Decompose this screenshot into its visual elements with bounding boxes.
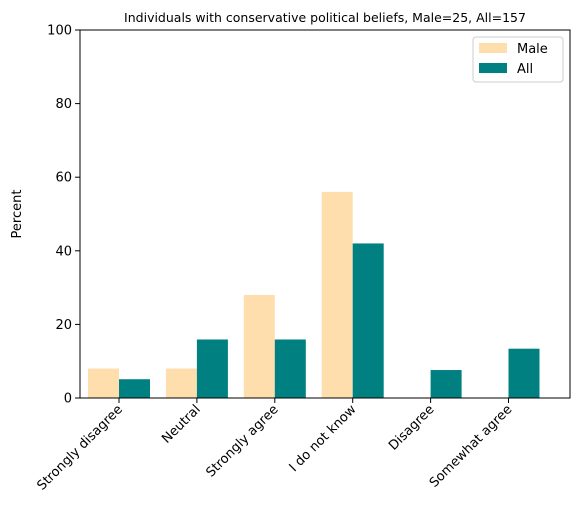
bar-all-3 [352,243,384,398]
x-tick-label: I do not know [287,402,360,475]
x-tick-label: Somewhat agree [427,402,516,491]
bar-all-2 [274,339,306,398]
bar-all-4 [430,370,462,398]
y-tick-label: 60 [55,171,72,186]
bar-male-2 [243,294,275,398]
y-tick-label: 20 [55,318,72,333]
bar-male-3 [321,191,353,398]
bar-all-5 [508,348,540,398]
legend-swatch-all [479,63,507,73]
y-tick-label: 80 [55,97,72,112]
bar-all-0 [119,379,150,398]
legend-label-all: All [517,62,533,77]
chart-title: Individuals with conservative political … [124,10,526,25]
legend-label-male: Male [517,42,548,57]
x-tick-label: Strongly disagree [34,402,125,493]
y-tick-label: 40 [55,244,72,259]
y-tick-label: 0 [64,392,72,407]
bars-group [88,191,540,398]
x-tick-label: Strongly agree [203,402,281,480]
bar-male-0 [88,368,119,398]
y-tick-label: 100 [47,24,72,39]
y-axis: 0 20 40 60 80 100 [47,24,80,407]
plot-frame [79,29,571,399]
y-axis-label: Percent [10,190,25,239]
x-tick-label: Neutral [159,402,204,447]
x-tick-label: Disagree [386,402,437,453]
legend-swatch-male [479,43,507,53]
bar-male-1 [165,368,197,398]
legend: Male All [472,36,564,83]
bar-all-1 [196,339,228,398]
x-axis: Strongly disagree Neutral Strongly agree I … [34,398,515,494]
